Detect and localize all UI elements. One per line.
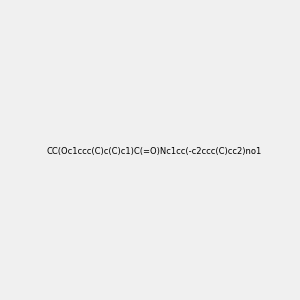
Text: CC(Oc1ccc(C)c(C)c1)C(=O)Nc1cc(-c2ccc(C)cc2)no1: CC(Oc1ccc(C)c(C)c1)C(=O)Nc1cc(-c2ccc(C)c… — [46, 147, 261, 156]
